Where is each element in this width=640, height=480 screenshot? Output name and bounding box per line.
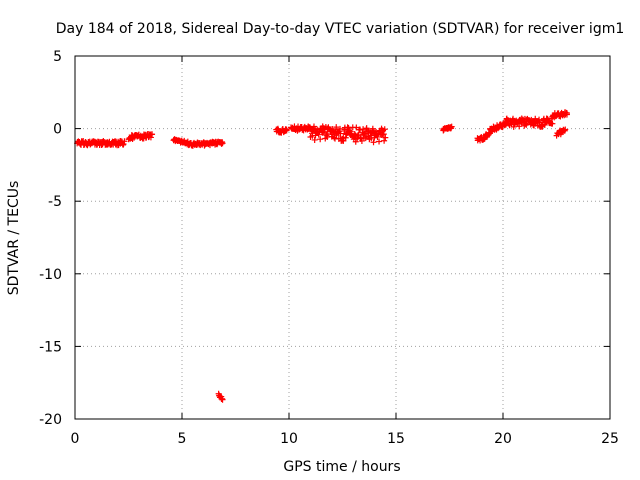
data-point (120, 141, 127, 148)
y-tick-label: 0 (53, 122, 62, 138)
data-point (355, 132, 362, 139)
data-point (147, 134, 154, 141)
x-tick-label: 25 (601, 431, 619, 447)
plot-frame (74, 55, 611, 420)
x-axis-label: GPS time / hours (283, 459, 400, 475)
axis-ticks: 0 5 10 15 20 25 5 0 -5 -10 -15 -20 (39, 49, 619, 447)
grid (75, 56, 610, 419)
data-point (219, 140, 226, 147)
data-point (516, 123, 523, 130)
data-point (381, 137, 388, 144)
data-point (369, 125, 376, 132)
data-points (74, 109, 570, 403)
data-point (562, 126, 569, 133)
x-tick-label: 20 (494, 431, 512, 447)
x-tick-label: 10 (280, 431, 298, 447)
data-point (380, 131, 387, 138)
y-tick-label: -5 (48, 194, 62, 210)
data-point (283, 127, 290, 134)
data-point (149, 131, 156, 138)
y-axis-label: SDTVAR / TECUs (6, 181, 22, 296)
data-point (351, 131, 358, 138)
data-point (310, 123, 317, 130)
data-point (358, 137, 365, 144)
y-tick-label: -15 (39, 339, 62, 355)
data-point (333, 124, 340, 131)
data-point (344, 124, 351, 131)
data-point (381, 126, 388, 133)
data-point (522, 120, 529, 127)
data-point (447, 124, 454, 131)
data-point (317, 136, 324, 143)
data-point (382, 134, 389, 141)
data-point (538, 122, 545, 129)
data-point (340, 137, 347, 144)
data-point (510, 123, 517, 130)
data-point (121, 138, 128, 145)
y-tick-label: -10 (39, 267, 62, 283)
data-point (563, 110, 570, 117)
data-point (448, 123, 455, 130)
data-point (219, 396, 226, 403)
chart-title: Day 184 of 2018, Sidereal Day-to-day VTE… (56, 21, 625, 37)
data-point (549, 120, 556, 127)
data-point (352, 138, 359, 145)
data-point (311, 136, 318, 143)
y-tick-label: -20 (39, 412, 62, 428)
x-tick-label: 0 (71, 431, 80, 447)
x-tick-label: 15 (387, 431, 405, 447)
data-point (370, 139, 377, 146)
x-tick-label: 5 (178, 431, 187, 447)
y-tick-label: 5 (53, 49, 62, 65)
data-point (376, 138, 383, 145)
